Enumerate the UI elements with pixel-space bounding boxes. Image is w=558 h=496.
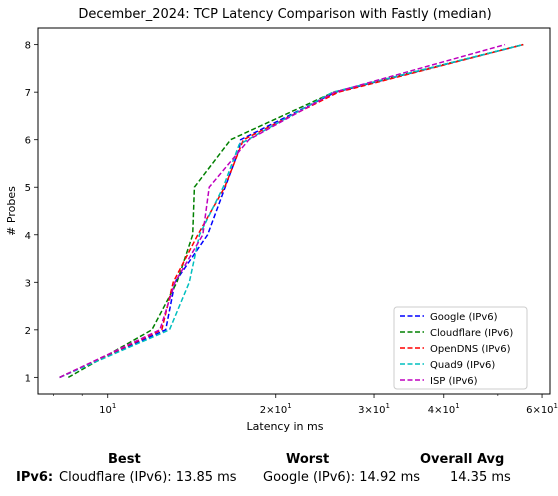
series-layer [59,43,524,379]
legend-label-2: OpenDNS (IPv6) [430,344,511,355]
y-tick-label-0: 1 [25,373,31,384]
legend-label-4: ISP (IPv6) [430,376,478,387]
worst-value: Google (IPv6): 14.92 ms [263,470,421,485]
y-tick-label-7: 8 [25,41,31,52]
legend: Google (IPv6) Cloudflare (IPv6) OpenDNS (I… [393,306,528,390]
x-tick-label-0: 101 [99,402,116,416]
y-tick-label-3: 4 [25,231,31,242]
chart-title: December_2024: TCP Latency Comparison wi… [78,7,491,22]
x-axis-label: Latency in ms [247,420,324,433]
x-tick-label-3: 4×101 [428,402,460,416]
series-line-2 [59,43,524,379]
overall-avg-value: 14.35 ms [450,470,511,485]
best-value: Cloudflare (IPv6): 13.85 ms [59,470,237,485]
plot-frame [37,27,551,395]
y-tick-label-5: 6 [25,136,31,147]
summary-panel: Best Worst Overall Avg IPv6: Cloudflare … [0,448,558,496]
x-axis-ticks: 101 2×101 3×101 4×101 6×101 [53,394,558,416]
y-axis-label: # Probes [5,186,18,236]
x-tick-label-2: 3×101 [358,402,390,416]
series-line-0 [59,43,524,379]
series-line-1 [67,43,524,379]
y-tick-label-1: 2 [25,326,31,337]
legend-entries: Google (IPv6) Cloudflare (IPv6) OpenDNS (I… [400,312,513,387]
y-tick-label-4: 5 [25,183,31,194]
latency-chart: December_2024: TCP Latency Comparison wi… [5,7,558,433]
legend-label-1: Cloudflare (IPv6) [430,328,513,339]
y-tick-label-2: 3 [25,278,31,289]
y-tick-label-6: 7 [25,88,31,99]
legend-label-3: Quad9 (IPv6) [430,360,495,371]
legend-label-0: Google (IPv6) [430,312,498,323]
x-tick-label-1: 2×101 [260,402,292,416]
x-tick-label-4: 6×101 [526,402,558,416]
worst-header: Worst [286,452,330,467]
overall-avg-header: Overall Avg [420,452,505,467]
series-line-3 [59,43,524,379]
best-header: Best [108,452,141,467]
ipv6-row-label: IPv6: [16,470,54,485]
y-axis-ticks: 1 2 3 4 5 6 7 8 [25,41,38,384]
series-line-4 [59,43,506,379]
legend-box [393,306,528,390]
